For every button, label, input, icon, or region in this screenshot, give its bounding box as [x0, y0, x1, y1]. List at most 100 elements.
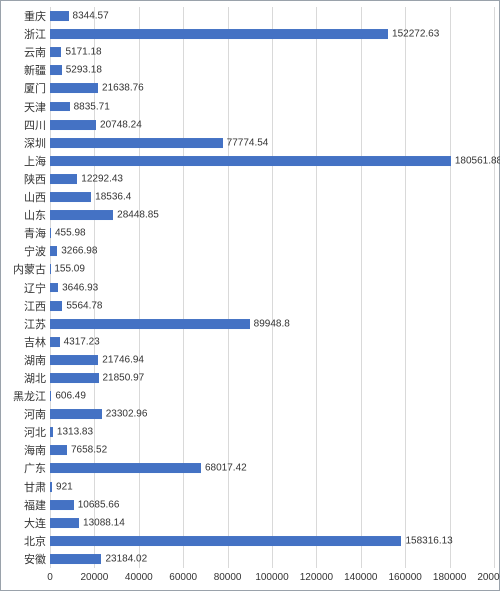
- y-category-label: 江苏: [24, 316, 46, 332]
- y-category-label: 山东: [24, 207, 46, 223]
- gridline: [494, 7, 495, 568]
- bar-value-label: 180561.88: [455, 155, 500, 166]
- bar-value-label: 23302.96: [106, 409, 148, 420]
- bar: [50, 427, 53, 437]
- y-category-label: 辽宁: [24, 280, 46, 296]
- bar: [50, 29, 388, 39]
- y-category-label: 吉林: [24, 334, 46, 350]
- y-category-label: 内蒙古: [13, 261, 46, 277]
- x-tick-label: 40000: [125, 572, 153, 583]
- bar-value-label: 455.98: [55, 228, 86, 239]
- x-tick-label: 140000: [344, 572, 377, 583]
- bar: [50, 192, 91, 202]
- bar-value-label: 158316.13: [405, 535, 452, 546]
- bar: [50, 246, 57, 256]
- bar: [50, 409, 102, 419]
- bar: [50, 319, 250, 329]
- bar-value-label: 28448.85: [117, 210, 159, 221]
- bar: [50, 11, 69, 21]
- bar-value-label: 12292.43: [81, 173, 123, 184]
- y-category-label: 福建: [24, 497, 46, 513]
- x-tick-label: 80000: [214, 572, 242, 583]
- y-category-label: 甘肃: [24, 479, 46, 495]
- bar-value-label: 5293.18: [66, 65, 102, 76]
- y-category-label: 湖南: [24, 352, 46, 368]
- bar: [50, 391, 51, 401]
- y-category-label: 黑龙江: [13, 388, 46, 404]
- gridline: [450, 7, 451, 568]
- bar: [50, 518, 79, 528]
- gridline: [316, 7, 317, 568]
- bar: [50, 463, 201, 473]
- bar-value-label: 4317.23: [64, 336, 100, 347]
- y-category-label: 四川: [24, 117, 46, 133]
- bar: [50, 83, 98, 93]
- y-category-label: 江西: [24, 298, 46, 314]
- bar: [50, 228, 51, 238]
- bar-value-label: 21850.97: [103, 372, 145, 383]
- bar: [50, 138, 223, 148]
- bar: [50, 120, 96, 130]
- bar: [50, 355, 98, 365]
- y-category-label: 上海: [24, 153, 46, 169]
- gridline: [183, 7, 184, 568]
- bar-value-label: 10685.66: [78, 499, 120, 510]
- gridline: [228, 7, 229, 568]
- y-category-label: 山西: [24, 189, 46, 205]
- bar-value-label: 89948.8: [254, 318, 290, 329]
- bar: [50, 174, 77, 184]
- bar-value-label: 21746.94: [102, 354, 144, 365]
- y-category-label: 海南: [24, 442, 46, 458]
- y-category-label: 广东: [24, 460, 46, 476]
- x-tick-label: 100000: [255, 572, 288, 583]
- bar: [50, 445, 67, 455]
- bar: [50, 482, 52, 492]
- bar: [50, 500, 74, 510]
- bar: [50, 536, 401, 546]
- bar: [50, 554, 101, 564]
- y-category-label: 重庆: [24, 8, 46, 24]
- bar-value-label: 21638.76: [102, 83, 144, 94]
- bar-value-label: 23184.02: [105, 553, 147, 564]
- x-tick-label: 60000: [169, 572, 197, 583]
- x-tick-label: 200000: [477, 572, 500, 583]
- bar-value-label: 8835.71: [74, 101, 110, 112]
- bar-value-label: 921: [56, 481, 73, 492]
- bar-value-label: 152272.63: [392, 29, 439, 40]
- bar-value-label: 18536.4: [95, 192, 131, 203]
- y-category-label: 河北: [24, 424, 46, 440]
- bar-value-label: 1313.83: [57, 427, 93, 438]
- gridline: [272, 7, 273, 568]
- bar-value-label: 20748.24: [100, 119, 142, 130]
- bar-value-label: 3266.98: [61, 246, 97, 257]
- bar: [50, 283, 58, 293]
- bar: [50, 156, 451, 166]
- y-category-label: 深圳: [24, 135, 46, 151]
- bar: [50, 47, 61, 57]
- y-category-label: 天津: [24, 99, 46, 115]
- bar-value-label: 606.49: [55, 391, 86, 402]
- y-category-label: 新疆: [24, 62, 46, 78]
- bar-value-label: 5171.18: [65, 47, 101, 58]
- bar: [50, 102, 70, 112]
- y-category-label: 河南: [24, 406, 46, 422]
- horizontal-bar-chart: 0200004000060000800001000001200001400001…: [0, 0, 500, 591]
- bar-value-label: 7658.52: [71, 445, 107, 456]
- y-category-label: 宁波: [24, 243, 46, 259]
- y-category-label: 北京: [24, 533, 46, 549]
- bar: [50, 373, 99, 383]
- bar-value-label: 3646.93: [62, 282, 98, 293]
- bar: [50, 264, 51, 274]
- gridline: [405, 7, 406, 568]
- y-category-label: 青海: [24, 225, 46, 241]
- y-category-label: 大连: [24, 515, 46, 531]
- bar-value-label: 68017.42: [205, 463, 247, 474]
- x-tick-label: 180000: [433, 572, 466, 583]
- bar: [50, 301, 62, 311]
- bar: [50, 337, 60, 347]
- y-category-label: 厦门: [24, 80, 46, 96]
- y-category-label: 陕西: [24, 171, 46, 187]
- x-tick-label: 20000: [80, 572, 108, 583]
- x-tick-label: 0: [47, 572, 53, 583]
- bar-value-label: 77774.54: [227, 137, 269, 148]
